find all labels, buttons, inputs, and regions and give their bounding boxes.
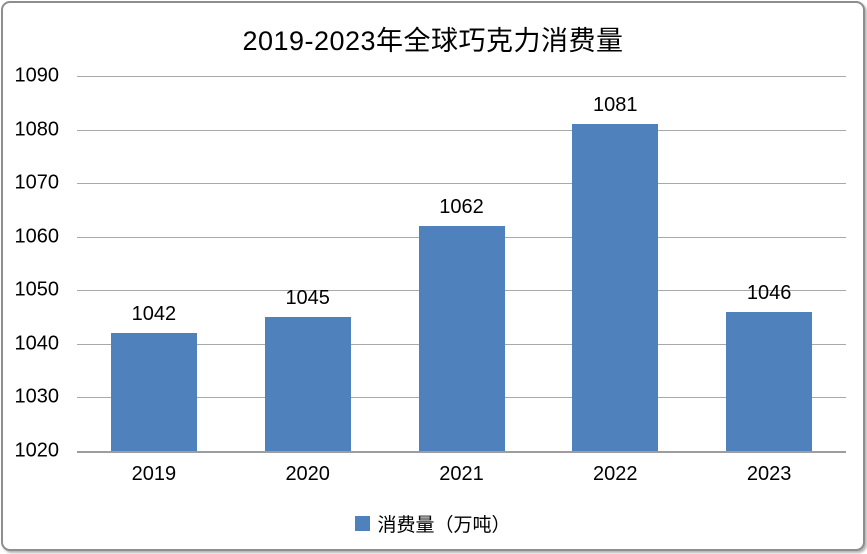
x-axis-labels: 2019 2020 2021 2022 2023 [77, 463, 846, 489]
y-tick-label-1060: 1060 [14, 225, 60, 248]
gridline-1070 [77, 183, 846, 185]
legend: 消费量（万吨） [3, 510, 863, 537]
bar-2023 [726, 311, 813, 451]
bar-2019 [110, 333, 197, 451]
x-tick-label-2020: 2020 [285, 463, 330, 485]
gridline-1080 [77, 129, 846, 131]
x-tick-label-2023: 2023 [746, 463, 792, 485]
y-tick-label-1080: 1080 [14, 118, 60, 141]
y-tick-label-1030: 1030 [14, 385, 60, 408]
bar-value-label-2019: 1042 [131, 303, 177, 326]
y-tick-label-1090: 1090 [14, 64, 60, 87]
bar-2022 [572, 124, 659, 451]
legend-series-label: 消费量（万吨） [377, 515, 511, 536]
chart-title: 2019-2023年全球巧克力消费量 [242, 26, 624, 56]
x-tick-label-2019: 2019 [131, 463, 177, 485]
bar-2021 [418, 226, 505, 451]
plot-area: 1042 1045 1062 1081 1046 [77, 76, 846, 453]
legend-swatch-icon [355, 516, 371, 531]
y-tick-label-1020: 1020 [14, 439, 60, 462]
y-tick-label-1050: 1050 [14, 278, 60, 301]
x-tick-label-2022: 2022 [593, 463, 638, 485]
bar-2020 [264, 317, 351, 451]
y-tick-label-1040: 1040 [14, 332, 60, 355]
gridline-1090 [77, 76, 846, 77]
bar-value-label-2022: 1081 [593, 94, 638, 117]
bar-value-label-2021: 1062 [439, 196, 484, 218]
y-axis-labels: 1020 1030 1040 1050 1060 1070 1080 1090 [3, 65, 60, 462]
x-tick-label-2021: 2021 [439, 463, 484, 485]
y-tick-label-1070: 1070 [14, 171, 60, 194]
bar-value-label-2023: 1046 [746, 281, 792, 304]
bar-value-label-2020: 1045 [285, 287, 330, 310]
